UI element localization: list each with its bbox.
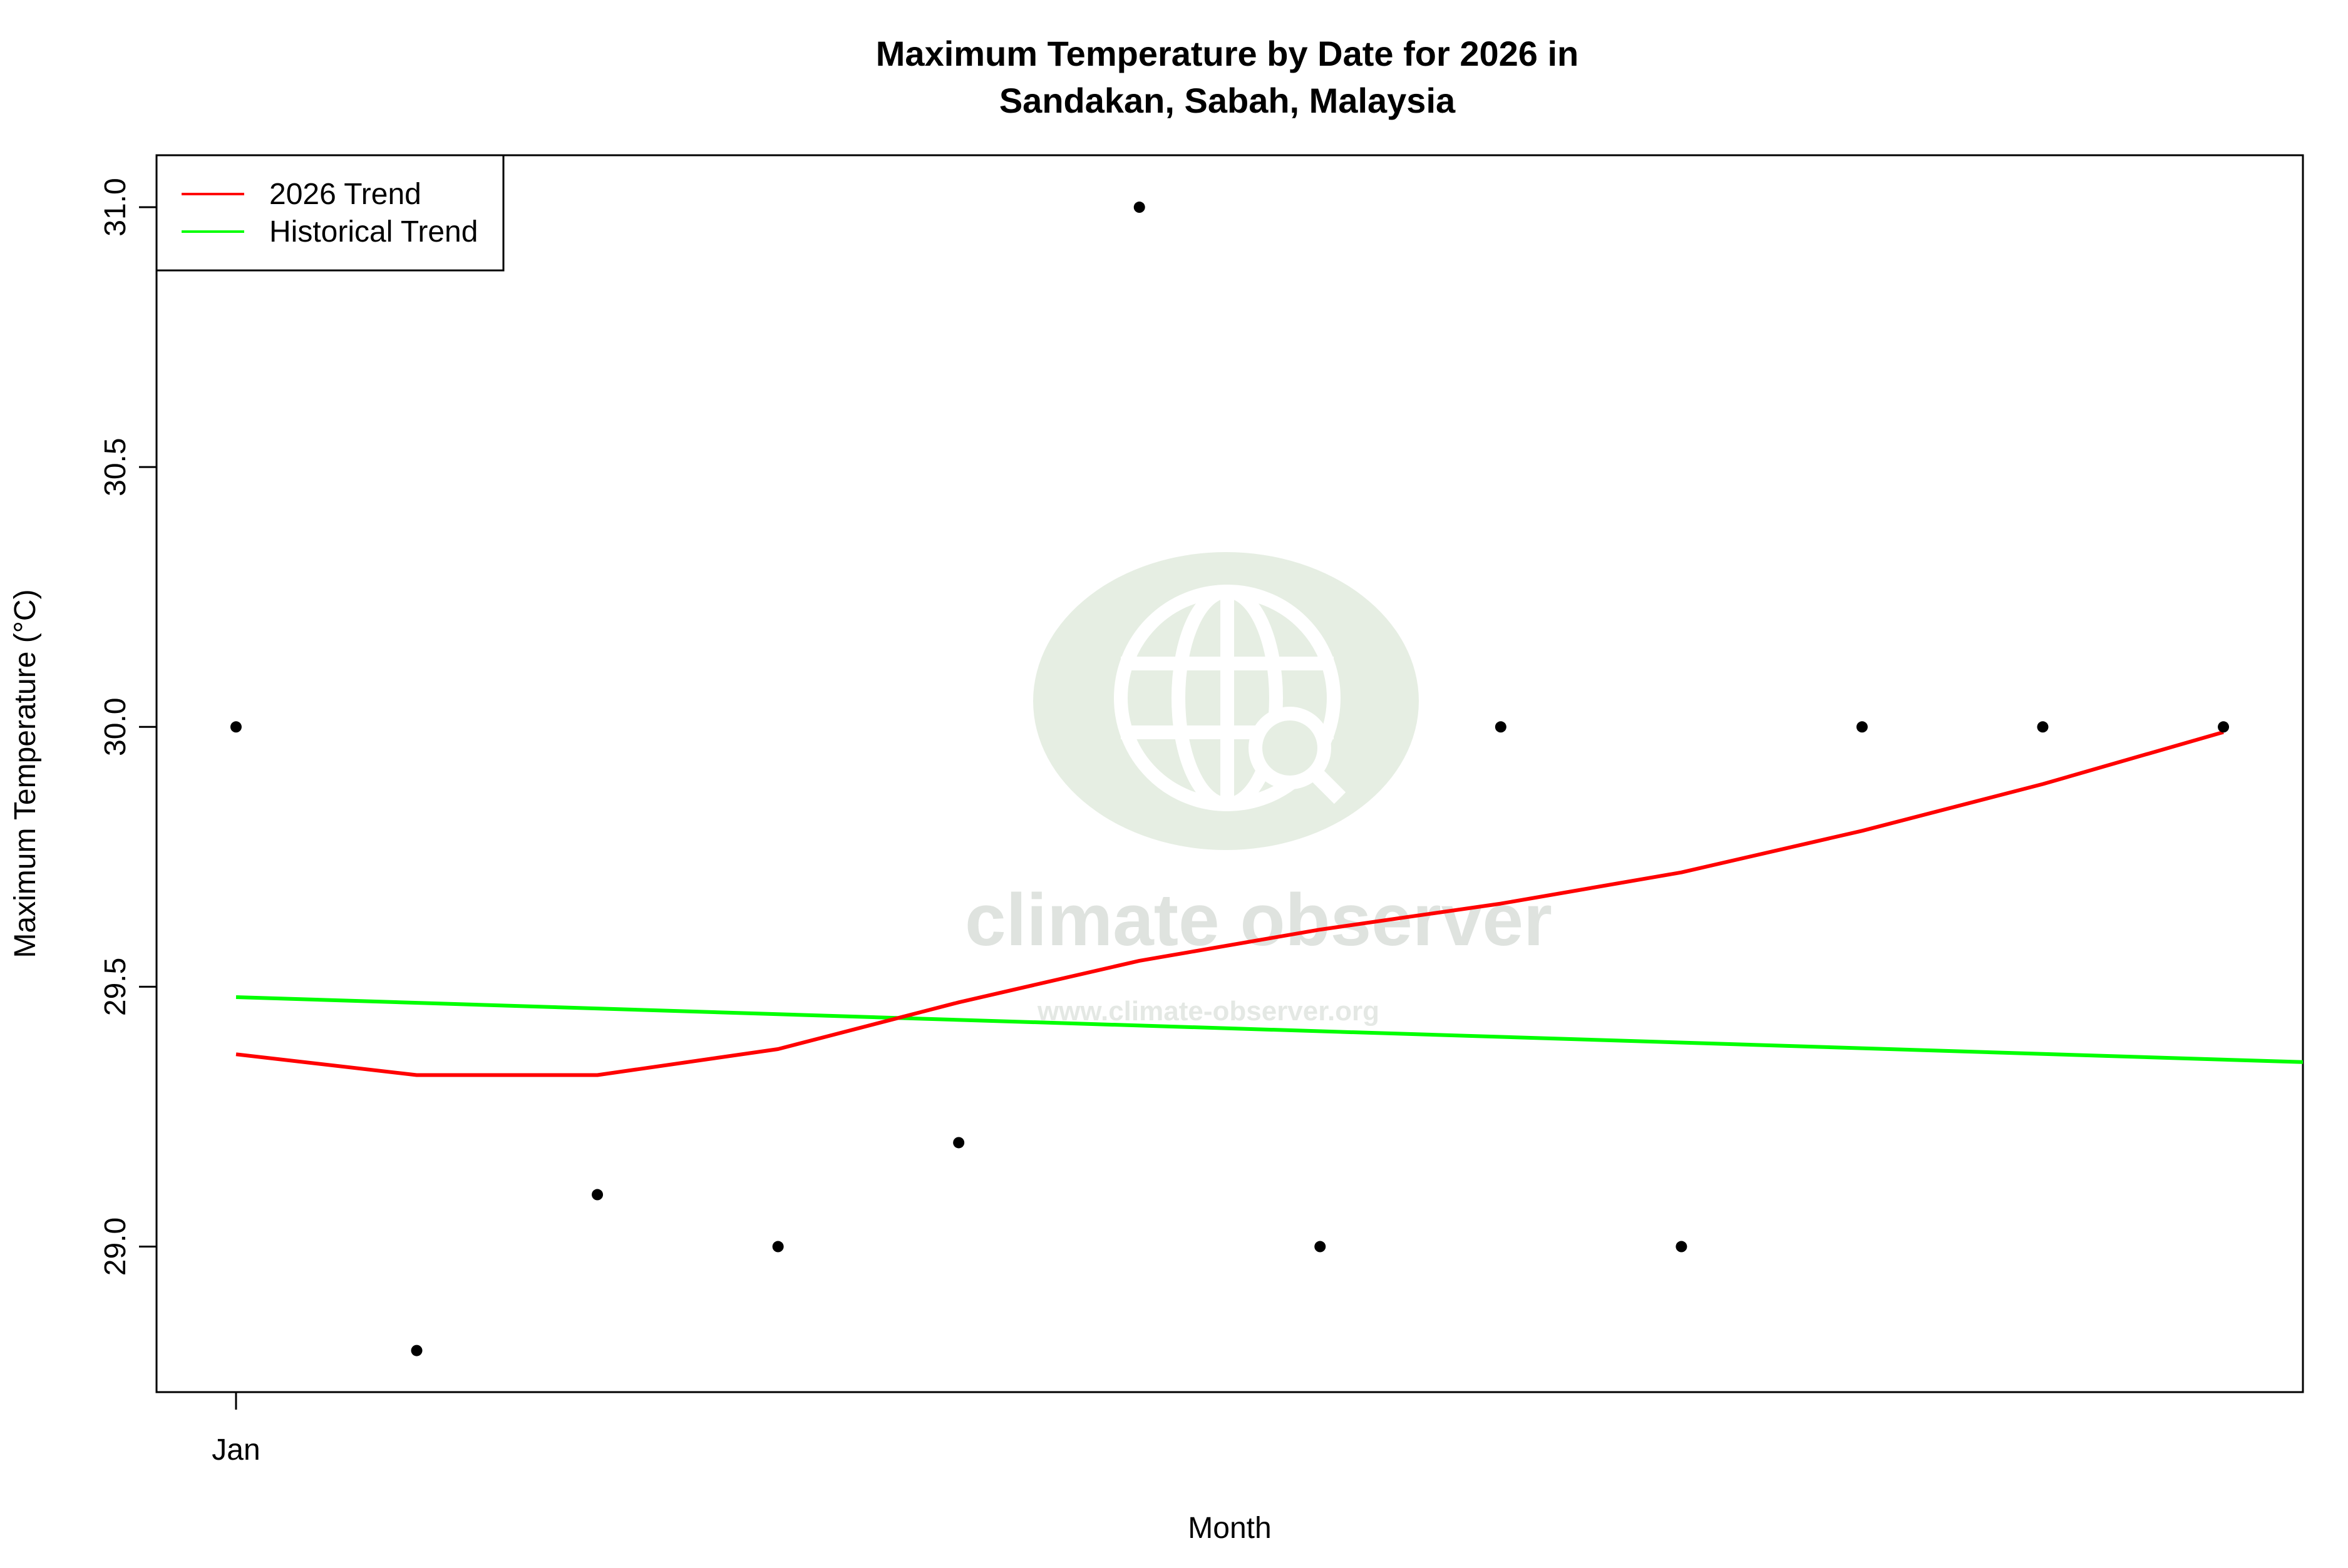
y-axis: 29.0 29.5 30.0 30.5 31.0: [99, 178, 157, 1276]
y-tick-label: 30.0: [99, 698, 132, 756]
data-point: [411, 1345, 423, 1356]
globe-search-icon: [1114, 585, 1346, 811]
data-point: [230, 721, 242, 733]
chart-title-line2: Sandakan, Sabah, Malaysia: [999, 81, 1456, 120]
y-axis-label: Maximum Temperature (°C): [9, 589, 42, 958]
data-point: [1133, 202, 1145, 213]
data-point: [772, 1241, 784, 1253]
data-point: [2037, 721, 2049, 733]
watermark-text: climate observer: [965, 879, 1552, 961]
y-tick-label: 31.0: [99, 178, 132, 236]
data-point: [1314, 1241, 1326, 1253]
watermark-url: www.climate-observer.org: [1037, 996, 1379, 1027]
series-line-2026-trend: [235, 730, 2224, 1077]
chart-title-line1: Maximum Temperature by Date for 2026 in: [876, 34, 1578, 73]
y-tick-label: 29.5: [99, 958, 132, 1016]
x-axis-label: Month: [1188, 1512, 1271, 1545]
data-point: [2218, 721, 2230, 733]
watermark: climate observer www.climate-observer.or…: [965, 552, 1552, 1027]
x-axis: Jan: [212, 1392, 260, 1467]
legend-box: [155, 154, 505, 272]
data-point: [1495, 721, 1506, 733]
legend-label-2026-trend: 2026 Trend: [269, 178, 421, 211]
data-point: [1856, 721, 1868, 733]
data-point: [953, 1137, 965, 1149]
y-tick-label: 29.0: [99, 1217, 132, 1276]
data-point: [1676, 1241, 1687, 1253]
legend-label-historical-trend: Historical Trend: [269, 215, 478, 249]
series-line-historical-trend: [235, 995, 2303, 1064]
series-layer: [235, 730, 2303, 1077]
y-tick-label: 30.5: [99, 438, 132, 496]
legend: 2026 Trend Historical Trend: [155, 154, 505, 272]
plot-frame: [155, 154, 2304, 1393]
observation-points: [230, 202, 2230, 1356]
data-point: [592, 1189, 604, 1201]
x-tick-label: Jan: [212, 1433, 260, 1467]
